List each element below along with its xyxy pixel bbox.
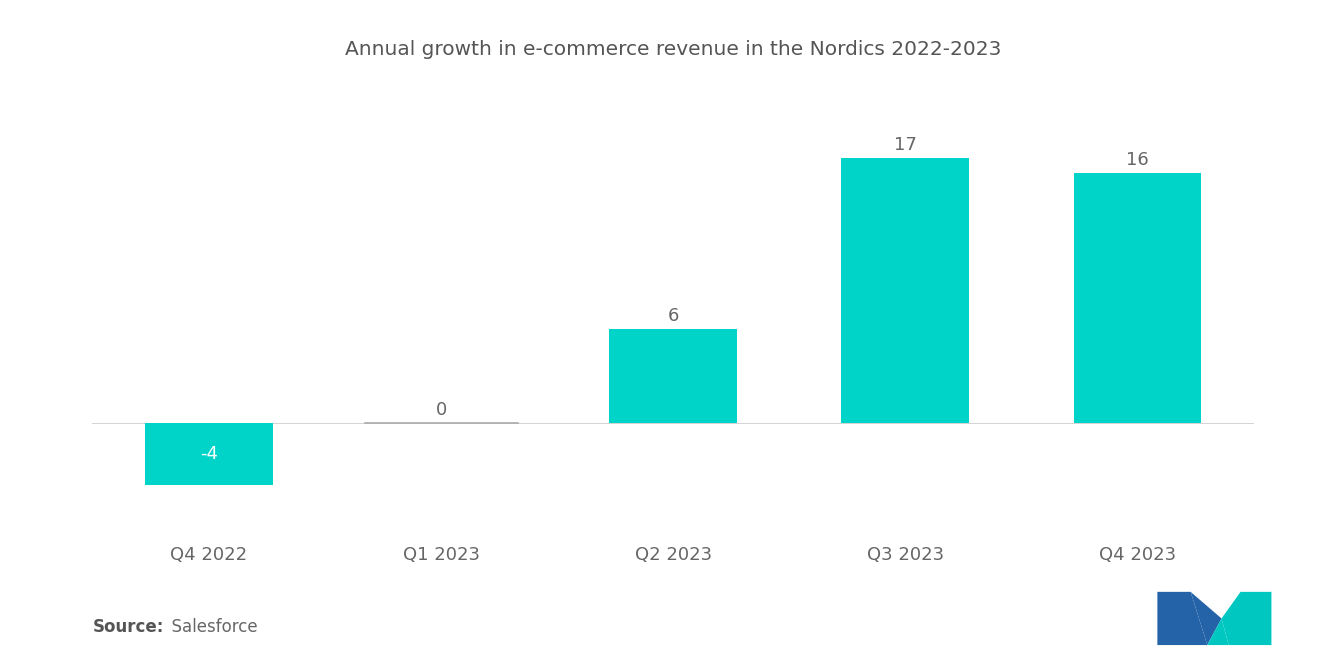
Text: 6: 6 — [668, 307, 678, 325]
Text: 16: 16 — [1126, 152, 1148, 170]
Bar — [145, 423, 273, 485]
Bar — [1073, 174, 1201, 423]
Title: Annual growth in e-commerce revenue in the Nordics 2022-2023: Annual growth in e-commerce revenue in t… — [345, 40, 1002, 59]
Text: 0: 0 — [436, 401, 446, 419]
Text: 17: 17 — [894, 136, 916, 154]
Bar — [610, 329, 737, 423]
Text: Source:: Source: — [92, 618, 164, 636]
Text: -4: -4 — [201, 445, 218, 463]
Bar — [841, 158, 969, 423]
Text: Salesforce: Salesforce — [161, 618, 257, 636]
